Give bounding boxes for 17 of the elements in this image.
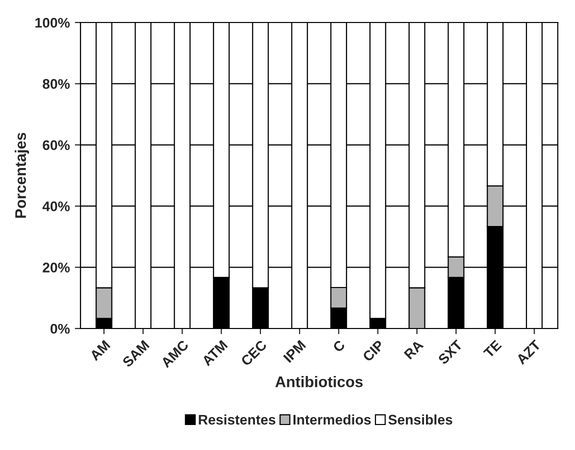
- x-tick-label: IPM: [283, 340, 306, 363]
- x-tick-label: TE: [483, 340, 502, 358]
- x-axis-title: Antibioticos: [275, 376, 363, 388]
- y-axis-title: Porcentajes: [14, 132, 30, 218]
- y-tick-label: 0%: [50, 324, 70, 334]
- y-tick-label: 20%: [42, 262, 70, 272]
- y-tick-label: 60%: [42, 140, 70, 150]
- y-tick-label: 80%: [42, 79, 70, 89]
- legend-label: Intermedios: [294, 414, 371, 425]
- x-tick-label: C: [332, 339, 346, 353]
- y-tick-label: 100%: [35, 18, 70, 28]
- legend-label: Resistentes: [198, 414, 276, 425]
- x-tick-label: AM: [89, 340, 110, 362]
- x-tick-label: CIP: [362, 340, 385, 362]
- x-tick-label: RA: [404, 340, 424, 360]
- legend-label: Sensibles: [388, 414, 452, 425]
- y-tick-label: 40%: [42, 201, 70, 212]
